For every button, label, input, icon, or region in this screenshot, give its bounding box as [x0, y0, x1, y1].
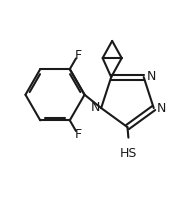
- Text: F: F: [74, 128, 81, 141]
- Text: N: N: [91, 100, 100, 114]
- Text: N: N: [157, 101, 166, 115]
- Text: F: F: [74, 49, 81, 62]
- Text: HS: HS: [120, 147, 137, 160]
- Text: N: N: [147, 70, 156, 83]
